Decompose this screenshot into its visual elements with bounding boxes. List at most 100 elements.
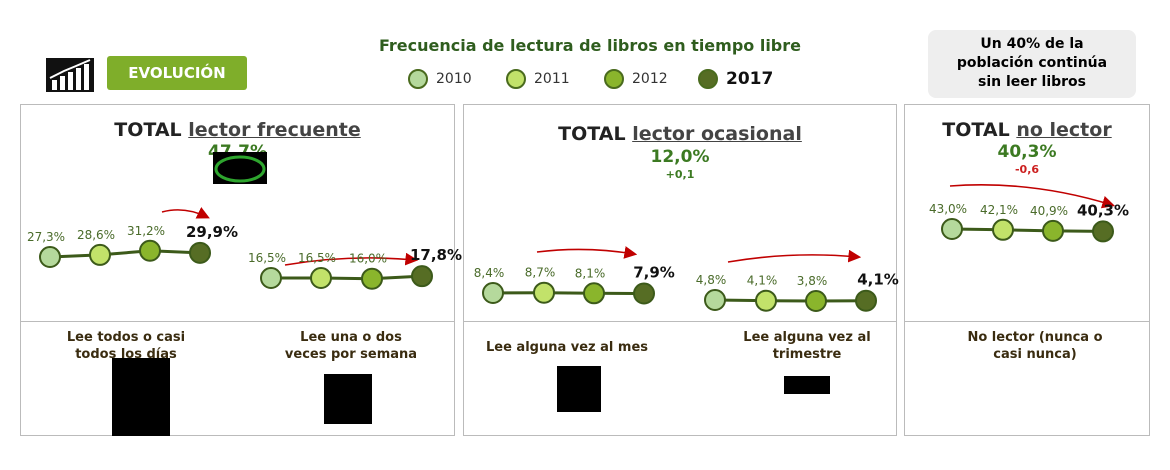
panel-title-prefix: TOTAL [114,119,189,141]
series-description: Lee todos o casi todos los días [41,329,211,363]
callout-line: sin leer libros [977,74,1086,90]
legend-swatch [506,69,526,89]
description-line: Lee alguna vez al [743,330,871,345]
divider [464,321,896,322]
callout-line: población continúa [956,55,1108,71]
legend: 2010 2011 2012 2017 [408,66,828,96]
legend-label: 2011 [534,71,570,87]
panel-lector-ocasional: TOTAL lector ocasional 12,0% +0,1 Lee al… [463,104,897,436]
data-label: 4,1% [857,271,899,289]
data-point [704,289,726,311]
data-label: 7,9% [633,264,675,282]
panel-title-prefix: TOTAL [942,119,1017,141]
panel-no-lector: TOTAL no lector 40,3% -0,6 No lector (nu… [904,104,1150,436]
data-label: 8,4% [474,266,505,280]
trend-arrow [949,184,1116,209]
panel-title: TOTAL lector ocasional [464,123,896,145]
data-label: 29,9% [186,223,238,241]
data-point [583,282,605,305]
series-description: Lee alguna vez al trimestre [722,329,892,363]
data-point [633,282,655,305]
trend-chart-icon [46,58,94,92]
data-label: 40,9% [1030,204,1068,218]
data-point [411,265,433,288]
data-point [855,289,877,312]
chart-title: Frecuencia de lectura de libros en tiemp… [378,36,801,55]
panel-title-label: no lector [1016,119,1112,141]
data-point [1092,220,1114,243]
panel-total-value: 40,3% [997,142,1057,162]
data-point [39,246,61,268]
data-label: 4,8% [696,273,727,287]
data-point [89,243,111,266]
description-line: Lee todos o casi [66,330,186,345]
description-line: casi nunca) [993,347,1077,362]
data-point [482,282,504,304]
series-line [271,274,423,281]
description-line: Lee una o dos [300,330,402,345]
data-point [941,218,963,240]
data-label: 3,8% [797,274,828,288]
legend-label: 2012 [632,71,668,87]
data-label: 16,5% [298,251,336,265]
series-line [492,291,645,295]
data-label: 16,0% [349,252,387,266]
trend-arrow [284,252,419,266]
trend-arrow [161,207,210,219]
divider [21,321,454,322]
data-point [533,281,555,304]
series-line [714,298,867,303]
description-line: Lee alguna vez al mes [485,340,649,355]
data-point [139,239,161,262]
data-point [755,289,777,312]
description-line: veces por semana [284,347,418,362]
data-label: 42,1% [980,203,1018,217]
panel-title: TOTAL no lector [905,119,1149,141]
callout-line: Un 40% de la [980,36,1084,52]
panel-title: TOTAL lector frecuente [21,119,454,141]
highlight-ellipse [214,155,266,183]
redacted-image [784,376,830,394]
data-point [805,290,827,312]
evolution-badge: EVOLUCIÓN [107,56,247,90]
legend-swatch [604,69,624,89]
legend-label: 2017 [726,69,774,89]
trend-arrow [727,249,862,263]
series-description: No lector (nunca o casi nunca) [945,329,1125,363]
data-label: 31,2% [127,224,165,238]
data-point [992,218,1014,241]
description-line: trimestre [772,347,842,362]
data-point [361,267,383,290]
data-label: 8,7% [525,266,556,280]
redacted-image [112,358,170,436]
data-label: 43,0% [929,202,967,216]
panel-title-prefix: TOTAL [558,123,633,145]
legend-swatch [698,69,718,89]
data-label: 28,6% [77,228,115,242]
series-line [951,227,1104,233]
data-point [189,241,211,264]
data-label: 40,3% [1077,201,1129,219]
callout-box: Un 40% de la población continúa sin leer… [928,30,1136,98]
data-point [260,267,282,289]
series-description: Lee una o dos veces por semana [261,329,441,363]
panel-title-label: lector ocasional [632,123,802,145]
data-label: 16,5% [248,251,286,265]
divider [905,321,1149,322]
series-line [49,249,201,259]
data-label: 4,1% [747,274,778,288]
panel-title-label: lector frecuente [188,119,361,141]
panel-delta: -0,6 [1014,163,1040,176]
redacted-image [324,374,372,424]
data-label: 27,3% [27,230,65,244]
data-point [1042,219,1064,242]
data-point [310,267,332,289]
description-line: No lector (nunca o [967,330,1103,345]
data-label: 17,8% [410,246,462,264]
data-label: 8,1% [575,266,606,280]
trend-arrow [536,246,638,259]
series-description: Lee alguna vez al mes [472,339,662,356]
panel-delta: +0,1 [665,168,695,181]
legend-swatch [408,69,428,89]
